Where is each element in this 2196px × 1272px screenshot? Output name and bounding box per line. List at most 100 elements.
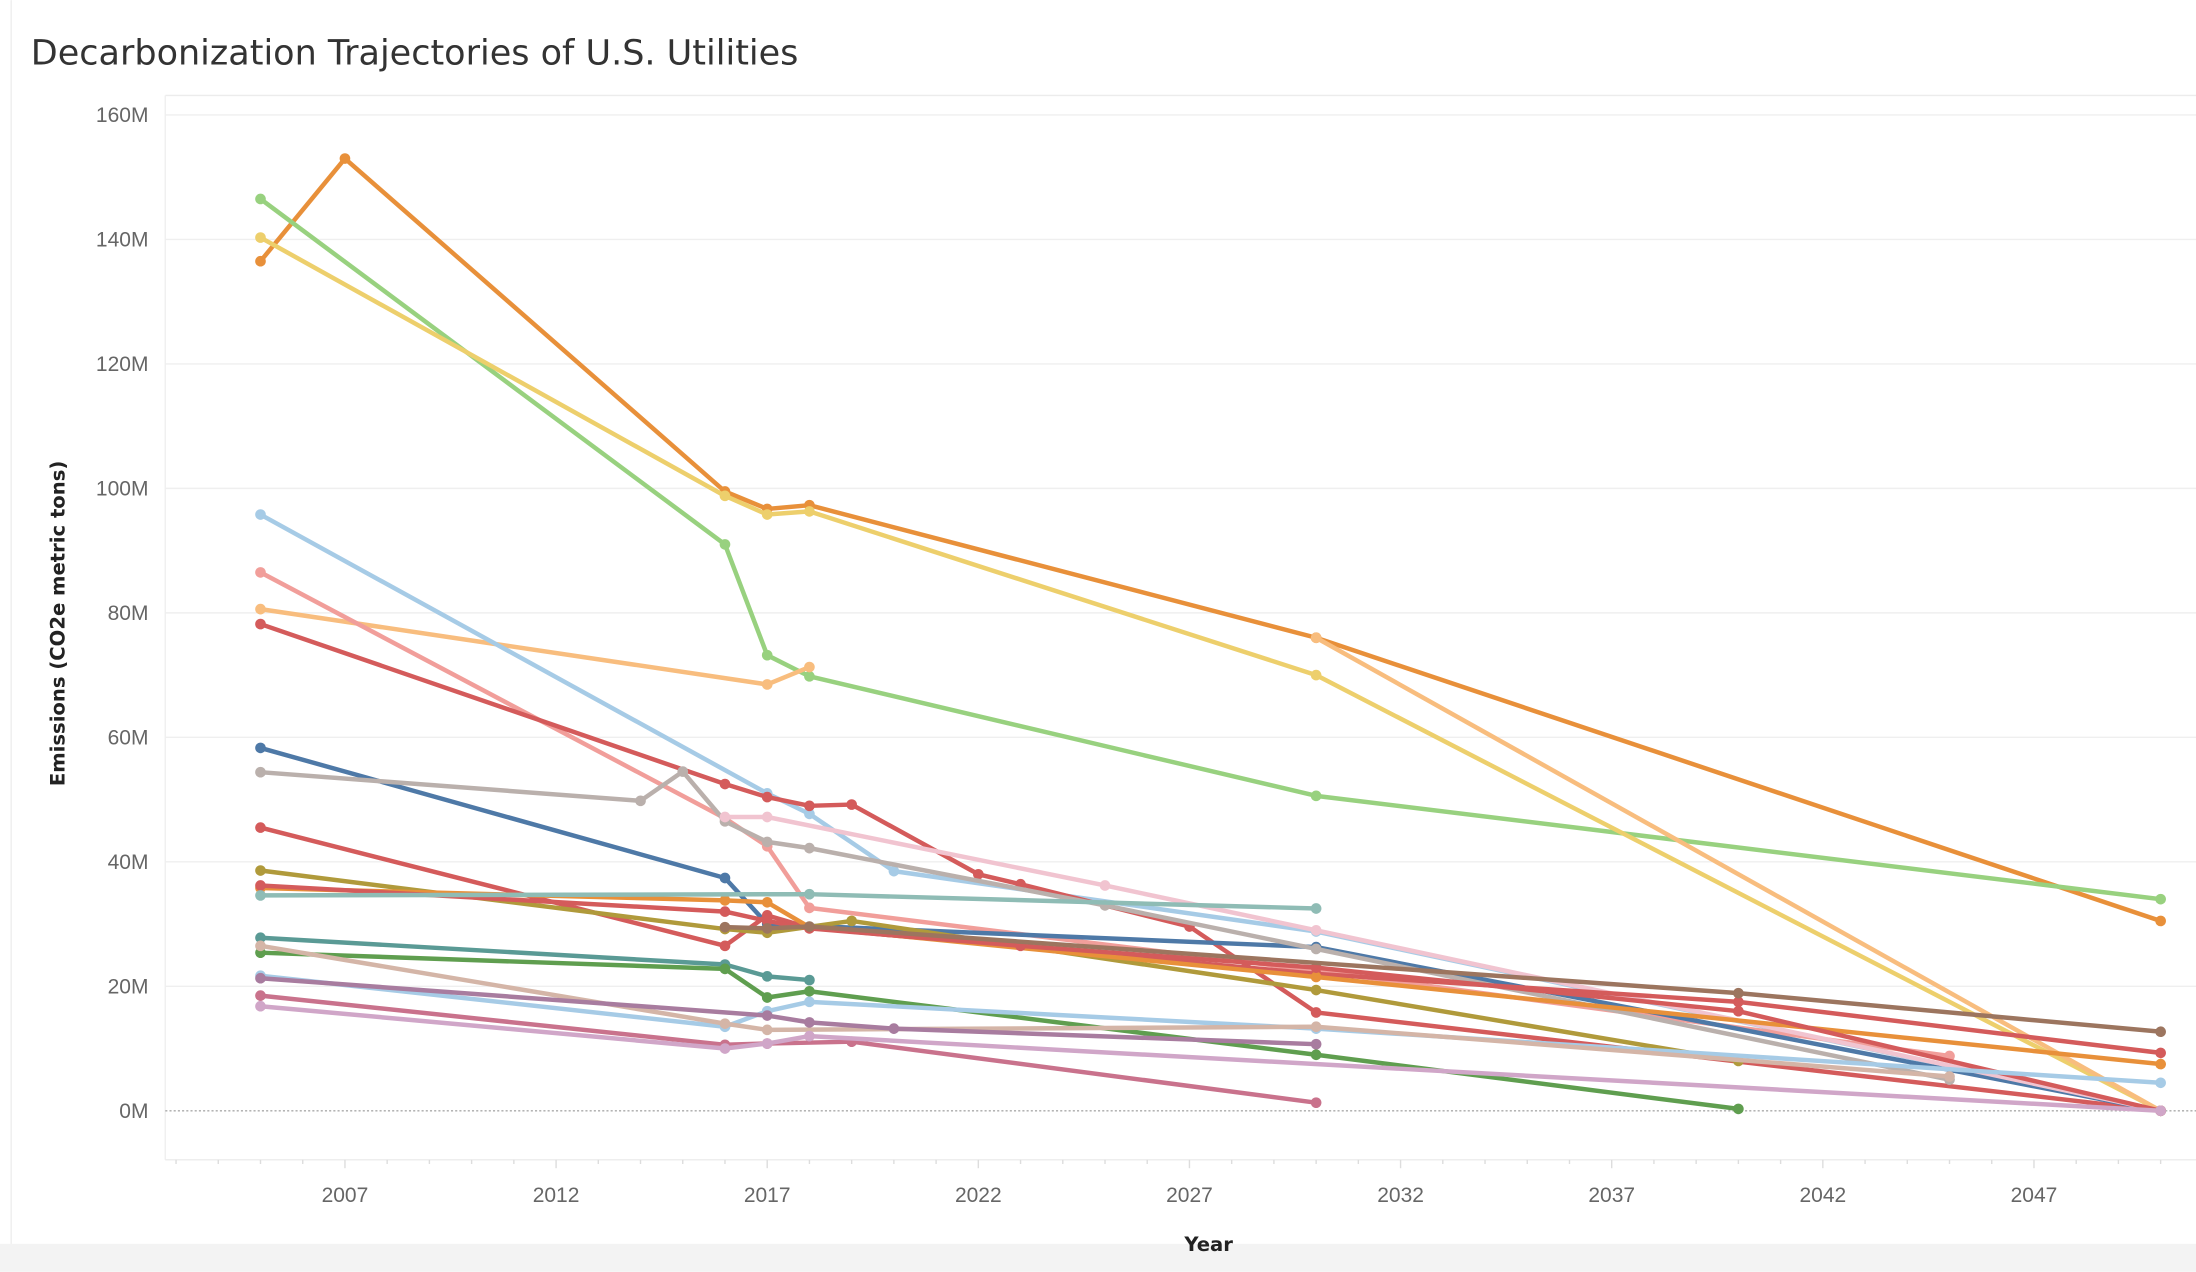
data-point[interactable] [761, 509, 773, 520]
data-point[interactable] [719, 539, 731, 550]
data-point[interactable] [1310, 1038, 1322, 1050]
data-point[interactable] [1310, 1097, 1322, 1109]
data-point[interactable] [1733, 1005, 1744, 1017]
data-point[interactable] [1310, 984, 1322, 996]
data-point[interactable] [2155, 1105, 2166, 1117]
data-point[interactable] [804, 661, 815, 673]
data-point[interactable] [719, 963, 731, 975]
data-point[interactable] [1733, 1103, 1744, 1115]
data-point[interactable] [973, 868, 984, 880]
data-point[interactable] [255, 618, 266, 630]
data-point[interactable] [1310, 924, 1322, 936]
data-point[interactable] [2155, 893, 2166, 905]
data-point[interactable] [1310, 1049, 1322, 1061]
data-point[interactable] [2155, 1026, 2166, 1038]
data-point[interactable] [846, 799, 857, 810]
data-point[interactable] [804, 985, 815, 997]
series-20 [255, 972, 1322, 1050]
data-point[interactable] [1310, 943, 1322, 955]
y-tick-label: 40M [108, 851, 149, 874]
data-point[interactable] [761, 1024, 773, 1036]
data-point[interactable] [1733, 996, 1744, 1008]
data-point[interactable] [1310, 1021, 1322, 1033]
data-point[interactable] [846, 915, 857, 927]
data-point[interactable] [761, 1010, 773, 1021]
series-line [258, 156, 2162, 924]
data-point[interactable] [255, 255, 266, 267]
data-point[interactable] [761, 923, 773, 934]
data-point[interactable] [1310, 1007, 1322, 1018]
data-point[interactable] [635, 795, 646, 807]
data-point[interactable] [255, 972, 266, 984]
data-point[interactable] [1310, 669, 1322, 681]
data-point[interactable] [719, 778, 731, 790]
data-point[interactable] [2155, 1058, 2166, 1070]
data-point[interactable] [761, 896, 773, 908]
data-point[interactable] [255, 880, 266, 891]
data-point[interactable] [804, 1030, 815, 1042]
data-point[interactable] [255, 865, 266, 876]
data-point[interactable] [804, 974, 815, 986]
data-point[interactable] [719, 1018, 731, 1029]
data-point[interactable] [804, 921, 815, 932]
data-point[interactable] [804, 996, 815, 1008]
data-point[interactable] [719, 490, 731, 502]
data-point[interactable] [804, 671, 815, 682]
data-point[interactable] [761, 791, 773, 803]
data-point[interactable] [719, 1043, 731, 1054]
data-point[interactable] [761, 971, 773, 982]
data-point[interactable] [761, 649, 773, 661]
data-point[interactable] [2155, 1077, 2166, 1089]
data-point[interactable] [761, 1038, 773, 1049]
data-point[interactable] [255, 990, 266, 1001]
data-point[interactable] [255, 509, 266, 520]
data-point[interactable] [719, 921, 731, 933]
data-point[interactable] [804, 1017, 815, 1028]
data-point[interactable] [719, 940, 731, 952]
data-point[interactable] [2155, 1047, 2166, 1059]
data-point[interactable] [339, 153, 351, 164]
data-point[interactable] [804, 888, 815, 900]
data-point[interactable] [719, 811, 731, 823]
data-point[interactable] [1944, 1071, 1955, 1082]
data-point[interactable] [1733, 987, 1744, 999]
data-point[interactable] [1310, 790, 1322, 802]
data-point[interactable] [1310, 971, 1322, 983]
data-point[interactable] [761, 992, 773, 1003]
data-point[interactable] [255, 742, 266, 754]
data-point[interactable] [255, 932, 266, 944]
data-point[interactable] [761, 811, 773, 823]
data-point[interactable] [255, 567, 266, 578]
data-point[interactable] [804, 902, 815, 914]
data-point[interactable] [761, 679, 773, 690]
data-point[interactable] [719, 895, 731, 906]
data-point[interactable] [804, 800, 815, 812]
series-15 [255, 888, 1322, 914]
data-point[interactable] [255, 940, 266, 952]
data-point[interactable] [2155, 915, 2166, 927]
y-axis-ticks: 0M 20M 40M 60M 80M 100M 120M 140M 160M [96, 104, 149, 1123]
data-point[interactable] [719, 872, 731, 884]
data-point[interactable] [804, 506, 815, 517]
data-point[interactable] [1310, 903, 1322, 914]
data-point[interactable] [255, 603, 266, 615]
series-line [1315, 635, 2162, 1113]
data-point[interactable] [255, 890, 266, 901]
x-tick-label: 2017 [744, 1184, 791, 1207]
data-point[interactable] [804, 842, 815, 854]
data-point[interactable] [677, 766, 689, 777]
data-point[interactable] [804, 808, 815, 820]
data-point[interactable] [888, 1023, 900, 1034]
data-point[interactable] [255, 193, 266, 205]
data-point[interactable] [255, 822, 266, 833]
data-point[interactable] [719, 906, 731, 917]
data-point[interactable] [255, 1000, 266, 1012]
data-point[interactable] [255, 766, 266, 778]
data-point[interactable] [888, 865, 900, 877]
y-tick-label: 80M [108, 602, 149, 625]
data-point[interactable] [761, 836, 773, 848]
data-point[interactable] [761, 915, 773, 927]
data-point[interactable] [1099, 880, 1111, 891]
data-point[interactable] [255, 232, 266, 243]
data-point[interactable] [1310, 632, 1322, 644]
